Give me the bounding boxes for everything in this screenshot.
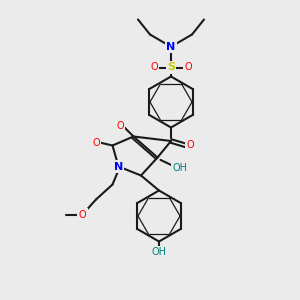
Text: O: O	[79, 209, 86, 220]
Text: O: O	[92, 137, 100, 148]
Text: O: O	[116, 121, 124, 131]
Text: O: O	[150, 62, 158, 73]
Text: O: O	[184, 62, 192, 73]
Text: OH: OH	[172, 163, 188, 173]
Text: N: N	[114, 161, 123, 172]
Text: S: S	[167, 62, 175, 73]
Text: OH: OH	[152, 247, 166, 257]
Text: N: N	[167, 41, 176, 52]
Text: O: O	[187, 140, 194, 151]
